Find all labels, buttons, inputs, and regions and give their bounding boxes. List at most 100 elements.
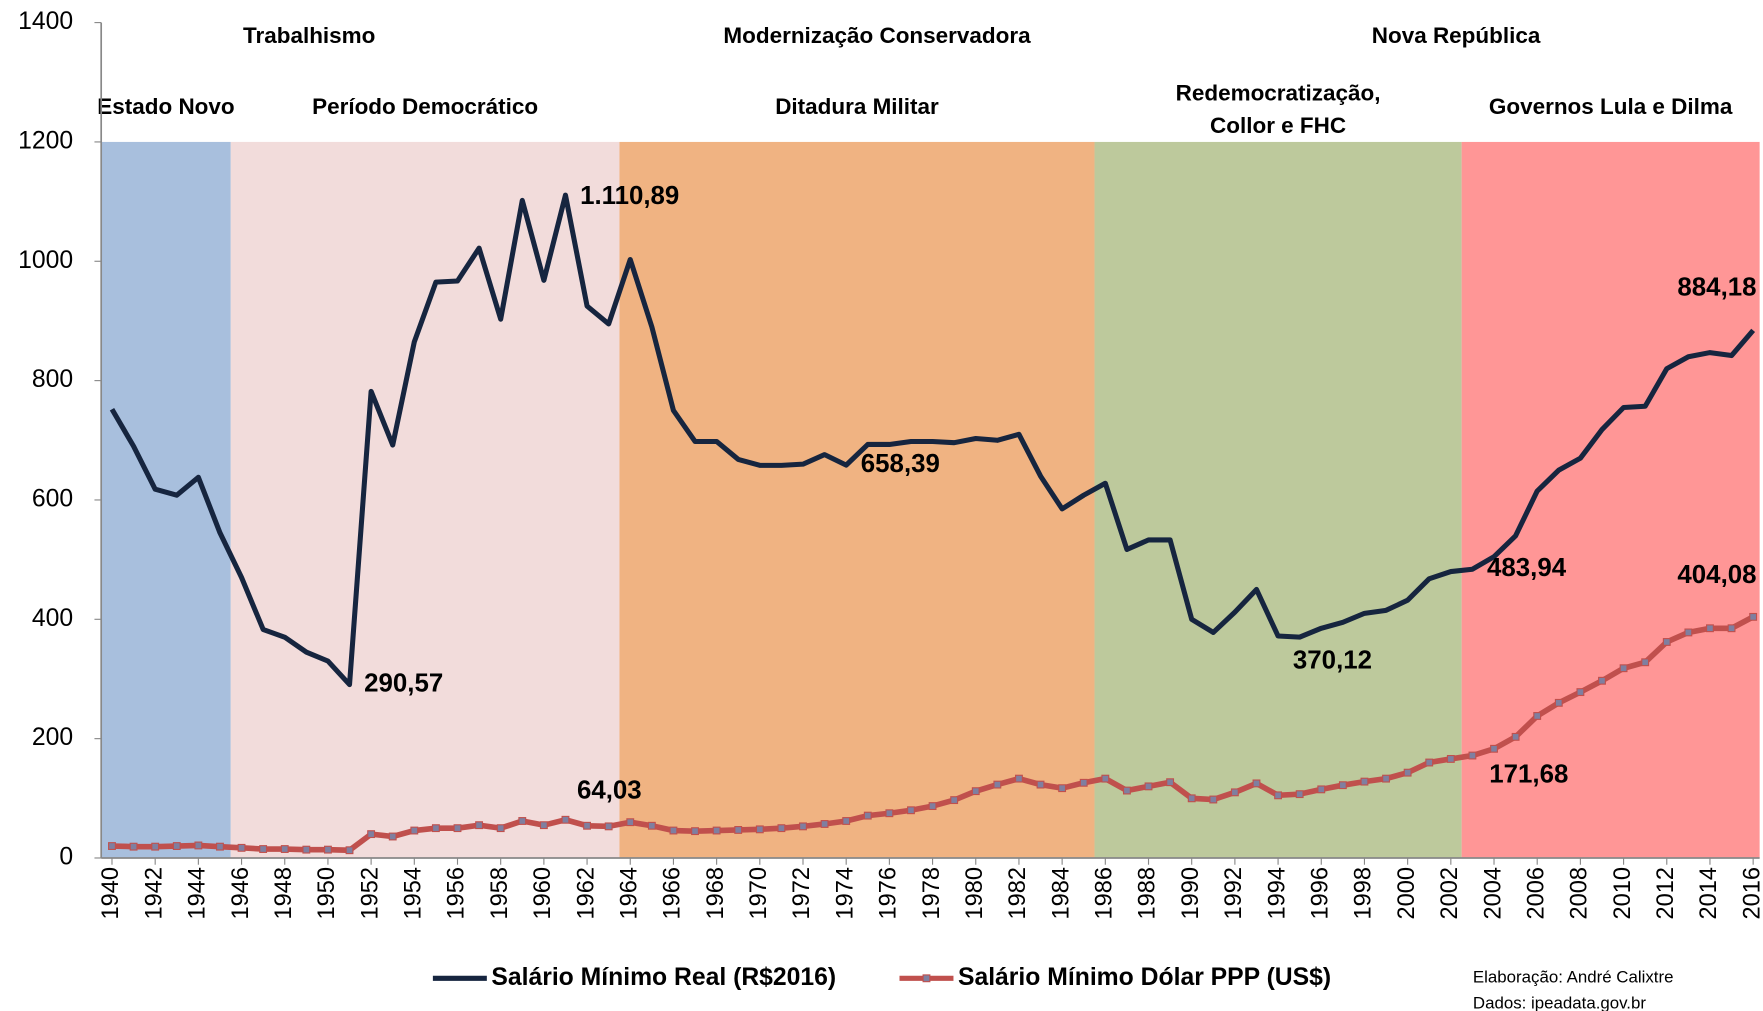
value-label: 64,03 (577, 776, 642, 804)
period-band (1094, 141, 1462, 858)
x-tick-label: 1994 (1264, 867, 1290, 920)
marker (583, 821, 591, 830)
x-tick-label: 1966 (660, 867, 686, 920)
x-tick-label: 1986 (1092, 867, 1118, 920)
x-tick-label: 1962 (573, 867, 599, 920)
marker (1533, 712, 1542, 720)
x-tick-label: 1954 (401, 867, 427, 920)
marker (820, 820, 829, 828)
x-tick-label: 2006 (1523, 867, 1549, 920)
x-tick-label: 1978 (919, 867, 945, 920)
period-label: Estado Novo (97, 94, 234, 119)
marker (475, 821, 484, 830)
x-tick-label: 1998 (1351, 867, 1377, 920)
x-tick-label: 1940 (98, 867, 124, 920)
marker (1252, 779, 1261, 788)
marker (1079, 778, 1088, 787)
period-label: Ditadura Militar (775, 94, 939, 119)
value-label: 290,57 (364, 669, 443, 697)
source-note: Elaboração: André Calixtre (1473, 968, 1674, 987)
marker (1295, 790, 1304, 799)
era-label: Nova República (1372, 23, 1541, 48)
y-tick-label: 800 (32, 366, 73, 393)
marker (1274, 791, 1283, 800)
marker (561, 815, 570, 824)
marker (1015, 774, 1023, 783)
legend-label: Salário Mínimo Real (R$2016) (491, 964, 836, 991)
marker (799, 822, 807, 831)
marker (1209, 795, 1218, 804)
y-tick-label: 1000 (18, 247, 73, 274)
marker (259, 845, 268, 853)
x-tick-label: 1982 (1005, 867, 1031, 920)
marker (863, 811, 872, 820)
x-tick-label: 1956 (444, 867, 470, 920)
x-tick-label: 2002 (1437, 867, 1463, 920)
marker (496, 824, 505, 833)
marker (129, 842, 138, 851)
marker (1511, 732, 1520, 741)
marker (907, 806, 915, 815)
marker (950, 796, 959, 805)
marker (842, 817, 851, 825)
source-note: Dados: ipeadata.gov.br (1473, 994, 1646, 1011)
x-tick-label: 1976 (876, 867, 902, 920)
value-label: 658,39 (861, 450, 940, 478)
marker (302, 845, 311, 854)
marker (1468, 751, 1477, 760)
marker (777, 824, 786, 833)
marker (1706, 624, 1714, 633)
marker (1036, 780, 1045, 789)
y-tick-label: 0 (59, 844, 73, 871)
x-tick-label: 1952 (357, 867, 383, 920)
marker (108, 842, 116, 850)
period-label: Collor e FHC (1210, 113, 1346, 138)
marker (712, 826, 721, 835)
x-tick-label: 1958 (487, 867, 513, 920)
x-tick-label: 1984 (1048, 867, 1074, 920)
marker (755, 825, 764, 834)
marker (1338, 781, 1347, 790)
x-tick-label: 1972 (789, 867, 815, 920)
marker (1684, 628, 1693, 637)
marker (216, 842, 224, 851)
period-label: Redemocratização, (1176, 80, 1381, 105)
era-label: Trabalhismo (243, 23, 375, 48)
marker (345, 846, 354, 855)
marker (1101, 774, 1110, 783)
x-tick-label: 1960 (530, 867, 556, 920)
y-tick-label: 1200 (18, 127, 73, 154)
marker (1317, 785, 1326, 794)
period-band (1461, 141, 1760, 858)
value-label: 171,68 (1489, 761, 1568, 789)
marker (928, 802, 937, 811)
marker (1446, 754, 1455, 763)
marker (539, 821, 548, 830)
period-band (619, 141, 1095, 858)
x-tick-label: 1974 (832, 867, 858, 920)
marker (1490, 744, 1498, 753)
marker (669, 826, 678, 835)
period-label: Governos Lula e Dilma (1489, 94, 1733, 119)
legend-marker (922, 974, 931, 983)
marker (885, 809, 894, 818)
marker (518, 817, 527, 825)
marker (323, 845, 332, 854)
marker (1360, 777, 1369, 786)
marker (993, 780, 1002, 789)
marker (172, 842, 181, 850)
y-tick-label: 200 (32, 724, 73, 751)
marker (1403, 768, 1412, 777)
x-tick-label: 2016 (1739, 867, 1763, 920)
x-tick-label: 1948 (271, 867, 297, 920)
x-tick-label: 2008 (1567, 867, 1593, 920)
marker (1230, 788, 1239, 797)
marker (367, 830, 376, 839)
value-label: 404,08 (1677, 561, 1756, 589)
marker (1382, 774, 1390, 783)
marker (691, 827, 699, 836)
marker (1727, 624, 1736, 633)
marker (1576, 688, 1585, 697)
marker (1425, 758, 1434, 767)
value-label: 884,18 (1677, 274, 1756, 302)
